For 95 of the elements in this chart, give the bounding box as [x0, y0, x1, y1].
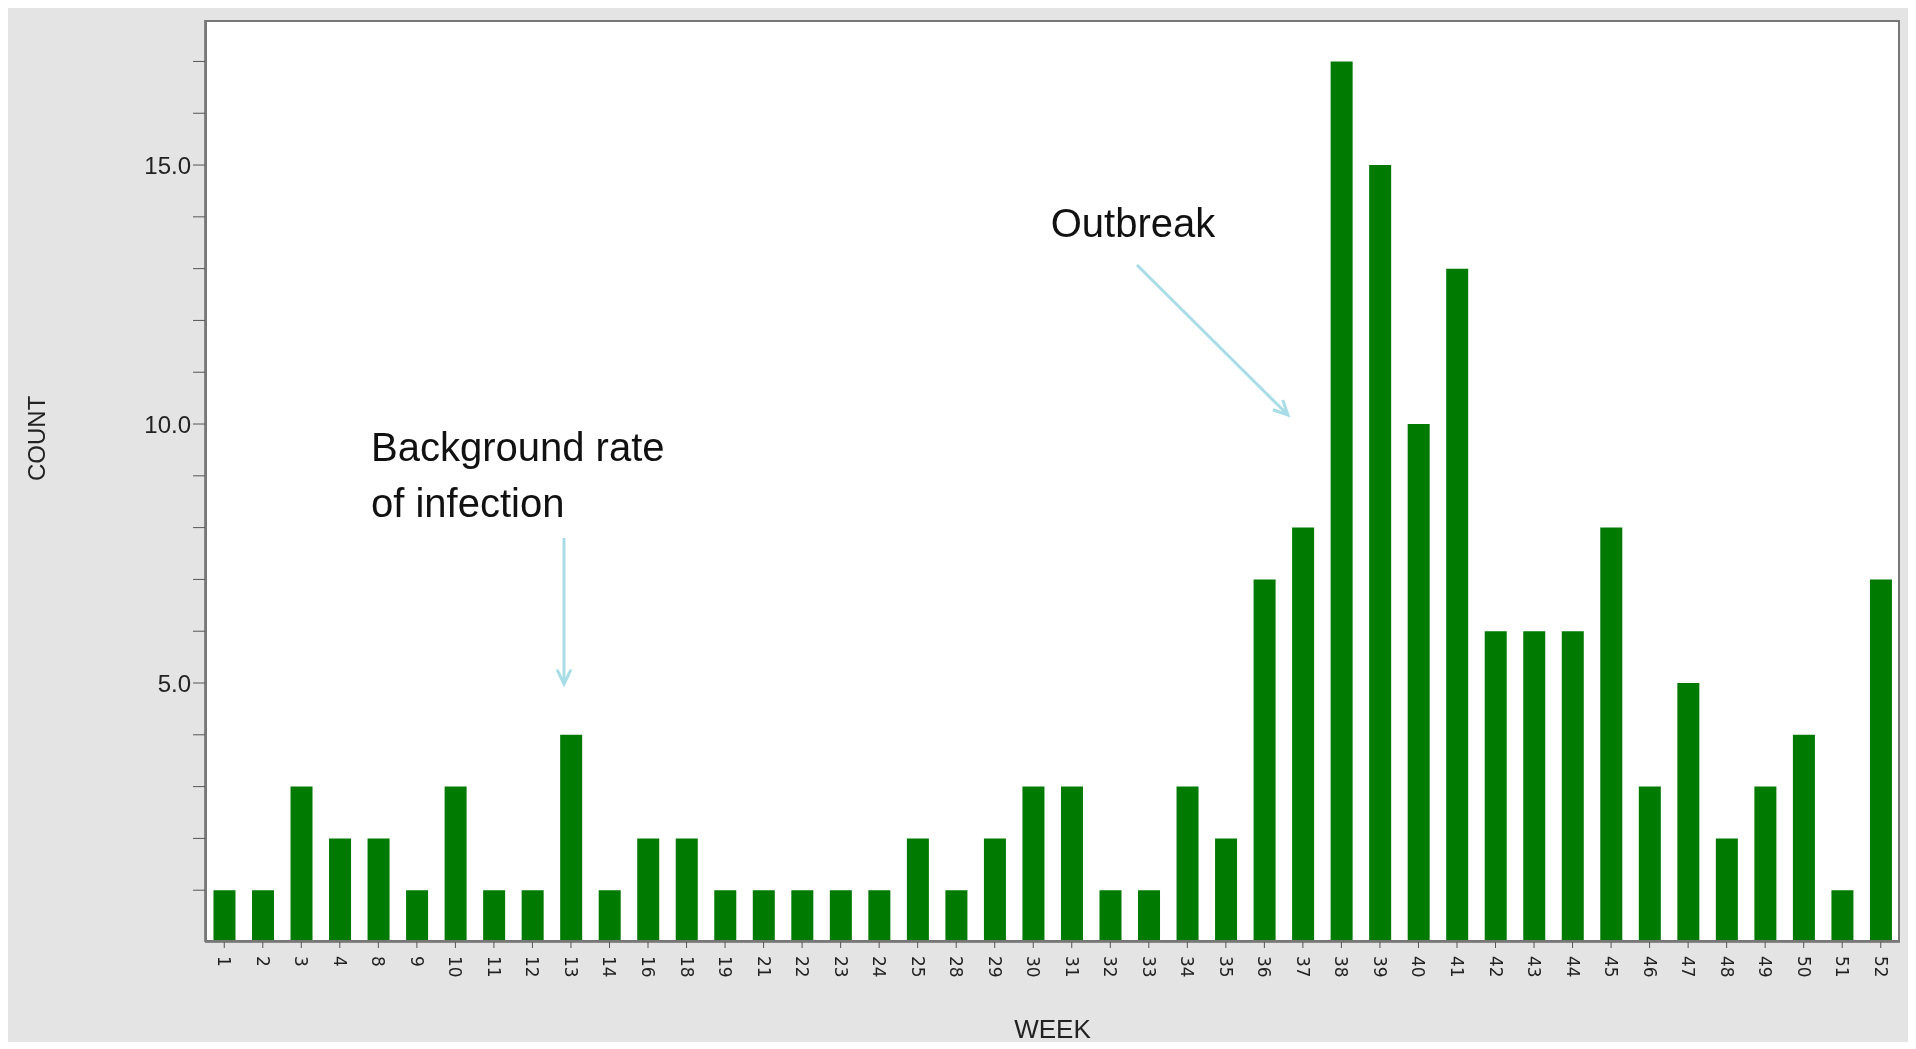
bar [752, 890, 775, 942]
bar [829, 890, 852, 942]
x-tick-label: 23 [830, 956, 851, 978]
x-tick-label: 52 [1870, 956, 1891, 978]
x-tick-label: 30 [1023, 956, 1044, 978]
bar [1330, 61, 1353, 942]
bar [521, 890, 544, 942]
bar [1060, 786, 1083, 942]
bar [906, 838, 929, 942]
bar [329, 838, 352, 942]
bar [1022, 786, 1045, 942]
bar [1099, 890, 1122, 942]
x-tick-label: 16 [638, 956, 659, 978]
bar [1523, 631, 1546, 942]
x-tick-label: 10 [445, 956, 466, 978]
x-tick-label: 31 [1061, 956, 1082, 978]
x-tick-label: 24 [869, 956, 890, 978]
bar [1253, 579, 1276, 942]
x-tick-label: 37 [1292, 956, 1313, 978]
x-tick-label: 3 [291, 956, 312, 967]
x-tick-label: 4 [329, 956, 350, 967]
bar [444, 786, 467, 942]
x-tick-label: 12 [522, 956, 543, 978]
bar [598, 890, 621, 942]
bar [675, 838, 698, 942]
x-tick-label: 38 [1331, 956, 1352, 978]
x-tick-label: 36 [1254, 956, 1275, 978]
bar [1792, 734, 1815, 942]
bar [367, 838, 390, 942]
x-tick-label: 34 [1177, 956, 1198, 978]
bar [1446, 268, 1469, 942]
bar [1754, 786, 1777, 942]
bar [1292, 527, 1315, 942]
bar [1715, 838, 1738, 942]
x-tick-label: 40 [1408, 956, 1429, 978]
y-axis-title: COUNT [22, 395, 50, 481]
bar [252, 890, 274, 942]
x-tick-label: 32 [1100, 956, 1121, 978]
x-axis-title: WEEK [1014, 1014, 1092, 1044]
x-tick-label: 2 [252, 956, 273, 967]
x-tick-label: 18 [676, 956, 697, 978]
bar [714, 890, 737, 942]
x-tick-label: 39 [1369, 956, 1390, 978]
annotation: Outbreak [1049, 200, 1217, 247]
x-tick-label: 51 [1832, 956, 1853, 978]
y-tick-label: 5.0 [157, 669, 191, 697]
bar [1138, 890, 1161, 942]
x-tick-label: 49 [1755, 956, 1776, 978]
bar [983, 838, 1006, 942]
x-tick-label: 45 [1601, 956, 1622, 978]
x-tick-label: 1 [214, 956, 235, 967]
x-tick-label: 25 [907, 956, 928, 978]
x-tick-label: 9 [406, 956, 427, 967]
bar [1215, 838, 1238, 942]
bar [483, 890, 506, 942]
x-tick-label: 44 [1562, 956, 1583, 978]
x-tick-label: 50 [1793, 956, 1814, 978]
bar [1369, 165, 1392, 942]
x-tick-label: 41 [1446, 956, 1467, 978]
x-tick-label: 35 [1215, 956, 1236, 978]
bar [637, 838, 660, 942]
bar [1638, 786, 1661, 942]
bar [213, 890, 236, 942]
bar [1484, 631, 1507, 942]
bar [945, 890, 968, 942]
bar [290, 786, 313, 942]
x-tick-label: 42 [1485, 956, 1506, 978]
x-tick-label: 22 [792, 956, 813, 978]
y-tick-label: 15.0 [144, 151, 191, 179]
annotation: Background rate of infection [371, 424, 666, 527]
x-tick-label: 47 [1678, 956, 1699, 978]
x-tick-label: 46 [1639, 956, 1660, 978]
x-tick-label: 19 [715, 956, 736, 978]
bar [406, 890, 429, 942]
bar [1176, 786, 1199, 942]
x-tick-label: 8 [368, 956, 389, 967]
bar [1561, 631, 1584, 942]
x-tick-label: 33 [1138, 956, 1159, 978]
bar [791, 890, 814, 942]
bar [1677, 683, 1700, 942]
x-tick-label: 14 [599, 956, 620, 978]
bar [1869, 579, 1892, 942]
x-tick-label: 28 [946, 956, 967, 978]
bar [868, 890, 891, 942]
bar [1831, 890, 1854, 942]
x-tick-label: 21 [753, 956, 774, 978]
x-tick-label: 43 [1524, 956, 1545, 978]
bar [1407, 424, 1430, 942]
x-tick-label: 13 [560, 956, 581, 978]
bar [560, 734, 583, 942]
x-tick-label: 48 [1716, 956, 1737, 978]
x-tick-label: 11 [483, 956, 504, 978]
y-tick-label: 10.0 [144, 410, 191, 438]
bar [1600, 527, 1623, 942]
x-tick-label: 29 [984, 956, 1005, 978]
